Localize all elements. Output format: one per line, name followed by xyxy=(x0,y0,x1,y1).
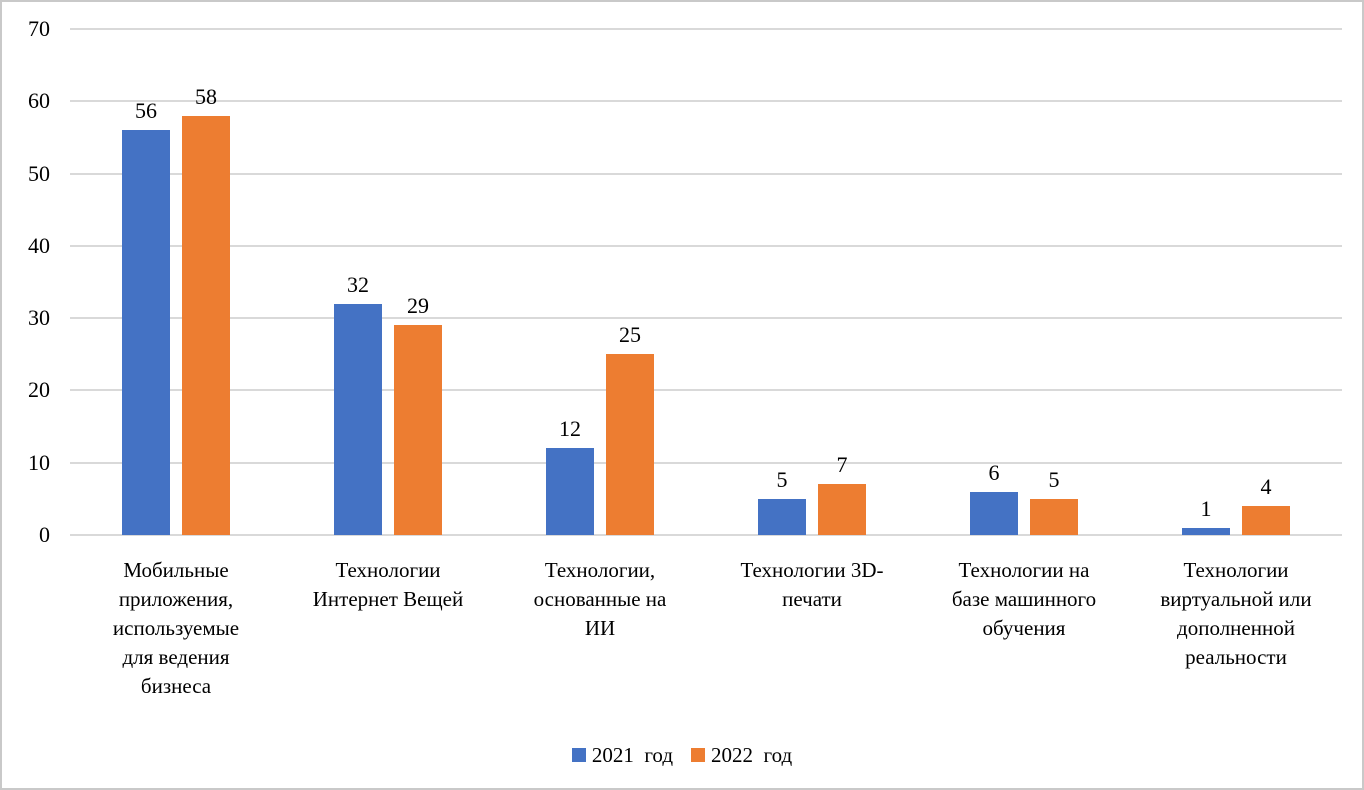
bar-value-label: 25 xyxy=(619,322,641,348)
y-axis-tick-label: 30 xyxy=(28,305,50,331)
y-axis-tick-label: 20 xyxy=(28,377,50,403)
y-axis-tick-label: 60 xyxy=(28,88,50,114)
gridline-y-30 xyxy=(70,317,1342,320)
x-axis-category-label: Технологии, основанные на ИИ xyxy=(533,558,667,640)
gridline-y-70 xyxy=(70,28,1342,30)
bar-series2-cat2 xyxy=(394,325,442,535)
bar-series1-cat4 xyxy=(758,498,806,535)
x-axis-category-label: Технологии Интернет Вещей xyxy=(312,558,464,611)
bar-value-label: 1 xyxy=(1200,495,1212,521)
bar-series2-cat3 xyxy=(606,354,654,535)
bar-series2-cat1 xyxy=(182,115,230,535)
bar-series2-cat4 xyxy=(818,484,866,535)
chart-legend: 2021 год 2022 год xyxy=(2,743,1362,767)
x-axis-category-label: Мобильные приложения, используемые для в… xyxy=(112,558,240,698)
bar-value-label: 29 xyxy=(407,293,429,319)
bar-series1-cat2 xyxy=(334,303,382,535)
legend-swatch-icon xyxy=(691,748,705,762)
bar-value-label: 4 xyxy=(1260,474,1272,500)
bar-series1-cat6 xyxy=(1182,527,1230,535)
x-axis-category-label: Технологии виртуальной или дополненной р… xyxy=(1160,558,1312,669)
bar-value-label: 12 xyxy=(559,416,581,442)
bar-series1-cat5 xyxy=(970,491,1018,535)
y-axis-tick-label: 70 xyxy=(28,16,50,41)
bar-series1-cat1 xyxy=(122,130,170,535)
bar-value-label: 5 xyxy=(776,466,788,492)
gridline-y-20 xyxy=(70,389,1342,392)
gridline-y-10 xyxy=(70,461,1342,464)
y-axis-tick-label: 10 xyxy=(28,449,50,475)
legend-label: 2021 год xyxy=(591,743,673,767)
legend-swatch-icon xyxy=(571,748,586,762)
bar-value-label: 32 xyxy=(347,271,369,297)
x-axis-category-label: Технологии на базе машинного обучения xyxy=(951,558,1097,640)
legend-label: 2022 год xyxy=(711,743,793,767)
bar-value-label: 7 xyxy=(836,452,848,478)
legend-item-1: 2021 год xyxy=(571,743,673,767)
y-axis-tick-label: 50 xyxy=(28,160,50,186)
bar-value-label: 5 xyxy=(1048,466,1060,492)
bar-value-label: 56 xyxy=(135,98,157,124)
gridline-y-40 xyxy=(70,244,1342,247)
bar-series2-cat5 xyxy=(1030,498,1078,535)
gridline-y-50 xyxy=(70,172,1342,175)
gridline-y-0 xyxy=(70,534,1342,536)
legend-item-2: 2022 год xyxy=(691,743,792,767)
gridline-y-60 xyxy=(70,100,1342,103)
y-axis-tick-label: 40 xyxy=(28,232,50,258)
bar-value-label: 58 xyxy=(195,83,217,109)
bar-value-label: 6 xyxy=(988,459,1000,485)
y-axis-tick-label: 0 xyxy=(39,522,50,547)
x-axis-category-label: Технологии 3D- печати xyxy=(740,558,884,611)
bar-series1-cat3 xyxy=(546,448,594,535)
bar-series2-cat6 xyxy=(1242,506,1290,535)
